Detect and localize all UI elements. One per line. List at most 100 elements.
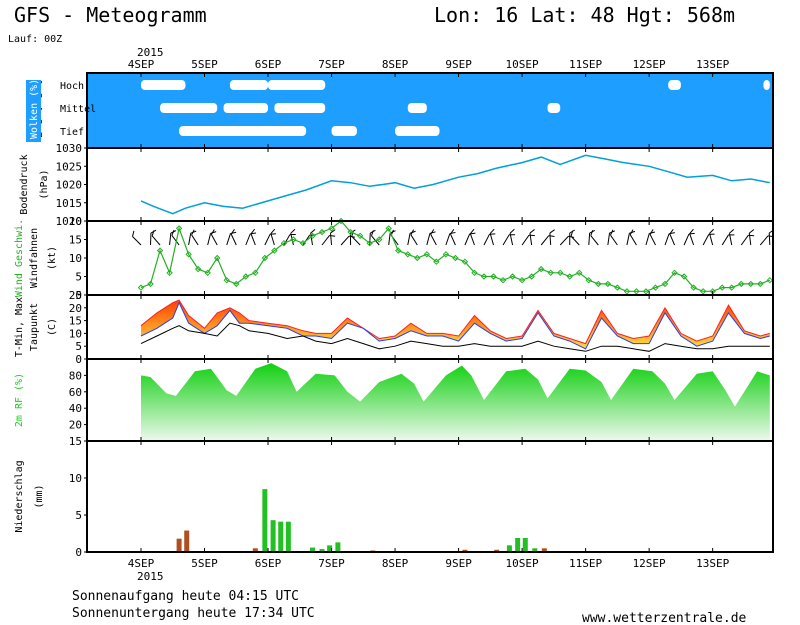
wind-speed-point: [414, 254, 421, 262]
wind-barb-staff: [430, 234, 437, 246]
model-run: Lauf: 00Z: [8, 34, 62, 45]
wind-barb: [250, 228, 256, 246]
wind-barb-staff: [629, 234, 637, 246]
wind-barb-flag: [489, 228, 495, 234]
wind-barb-flag: [132, 230, 135, 237]
x-tick-label-bottom: 5SEP: [191, 557, 218, 570]
wind-speed-point: [280, 239, 288, 247]
precip-bar: [515, 537, 521, 552]
wind-speed-point: [214, 254, 221, 262]
wind-barb-staff: [151, 235, 161, 246]
cloud-clear-hoch: [763, 80, 770, 90]
wind-barb-flag: [230, 229, 235, 235]
wind-speed-point: [738, 280, 745, 288]
wind-speed-point: [728, 284, 735, 291]
cloud-clear-tief: [395, 126, 440, 136]
temp-axis-label: T-Min, Max: [14, 297, 25, 357]
wind-barb-flag: [549, 229, 555, 234]
wind-barb: [270, 228, 276, 246]
wind-barb-flag: [629, 229, 634, 235]
wind-barb-staff: [230, 233, 237, 246]
wind-barb-staff: [426, 233, 431, 246]
y-tick-label: 0: [75, 353, 82, 366]
wind-barb: [132, 230, 142, 246]
wind-barb-staff: [191, 234, 199, 246]
wind-barb: [529, 229, 535, 246]
pressure-unit-label: (hPa): [39, 169, 50, 199]
wind-speed-point: [614, 284, 621, 291]
wind-barb-staff: [529, 233, 533, 246]
wind-barb-staff: [683, 233, 690, 246]
wind-barb-staff: [649, 234, 656, 246]
wind-barb-staff: [502, 234, 510, 246]
wind-barb: [290, 228, 296, 246]
wind-barb-staff: [590, 235, 599, 246]
wind-barb-staff: [748, 233, 752, 246]
y-tick-label: 10: [69, 252, 82, 265]
wind-barb-flag: [729, 228, 735, 234]
wind-barb-staff: [464, 233, 471, 246]
wind-speed-point: [595, 280, 602, 288]
wind-speed-point: [690, 284, 697, 291]
wind-speed-point: [156, 247, 164, 254]
x-tick-label-top: 9SEP: [445, 58, 472, 71]
wind-speed-point: [223, 276, 230, 284]
humidity-area: [141, 363, 770, 441]
panel-frame: [86, 294, 774, 360]
x-tick-label-top: 11SEP: [569, 58, 602, 71]
wind-barb: [669, 228, 676, 246]
wind-barb-staff: [607, 233, 611, 246]
wind-speed-point: [604, 280, 612, 288]
wind-speed-point: [547, 269, 554, 277]
y-tick-label: 20: [69, 215, 82, 228]
wind-barb-staff: [321, 235, 330, 246]
cloud-label-box: [26, 80, 41, 142]
wind-barb-staff: [207, 233, 212, 246]
wind-barb-staff: [445, 233, 451, 246]
wind-barb: [469, 228, 475, 246]
wind-speed-point: [680, 273, 688, 280]
humidity-axis-label: 2m RF (%): [14, 373, 25, 427]
pressure-line: [140, 154, 770, 215]
cloud-clear-mittel: [407, 103, 427, 113]
wind-barb-staff: [410, 234, 418, 246]
wind-barb-staff: [188, 233, 192, 246]
wind-barb-staff: [521, 234, 530, 246]
precip-bar: [252, 548, 258, 552]
wind-speed-point: [518, 276, 526, 284]
wind-barb: [540, 235, 555, 246]
cloud-clear-hoch: [140, 80, 186, 90]
y-tick-label: 1025: [56, 160, 83, 173]
wind-barb-staff: [169, 233, 172, 246]
x-tick-label-top: 12SEP: [633, 58, 666, 71]
wind-barb-staff: [340, 235, 350, 246]
wind-barb: [410, 229, 418, 246]
y-tick-label: 15: [69, 435, 82, 448]
wind-barb-flag: [151, 230, 155, 237]
y-tick-label: 1020: [56, 179, 83, 192]
wind-unit-label: (kt): [47, 246, 58, 270]
wind-speed-point: [185, 251, 192, 258]
wind-speed-point: [233, 280, 240, 288]
wind-speed-point: [480, 273, 488, 280]
wind-barb-staff: [540, 235, 550, 246]
x-tick-label-bottom: 11SEP: [569, 557, 602, 570]
x-tick-label-bottom: 7SEP: [318, 557, 345, 570]
wind-barb-staff: [509, 233, 514, 246]
precip-bar: [532, 548, 538, 552]
wind-speed-point: [423, 251, 431, 258]
wind-barb: [709, 228, 714, 246]
panel-frame: [86, 440, 774, 553]
wind-barb: [430, 229, 437, 246]
wind-barb: [570, 230, 580, 246]
wind-barb-staff: [740, 234, 749, 246]
y-tick-label: 5: [75, 271, 82, 284]
precip-bar: [462, 549, 468, 552]
wind-barb-flag: [330, 229, 336, 234]
wind-barb-staff: [709, 233, 714, 246]
wind-barb: [426, 231, 436, 246]
cloud-clear-hoch: [668, 80, 681, 90]
wind-barb-staff: [768, 232, 771, 246]
wind-barb-staff: [469, 233, 475, 246]
